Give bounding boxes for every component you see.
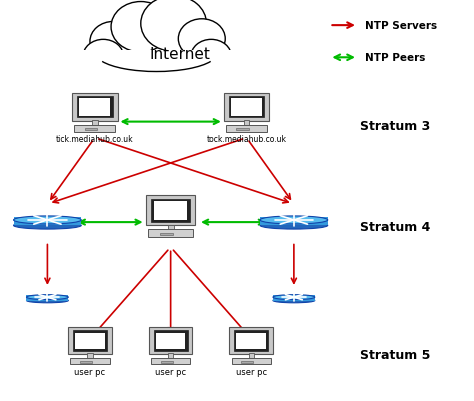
Circle shape: [191, 40, 231, 75]
FancyBboxPatch shape: [80, 361, 92, 363]
FancyBboxPatch shape: [229, 97, 264, 118]
FancyBboxPatch shape: [74, 126, 115, 132]
FancyBboxPatch shape: [27, 296, 68, 301]
Ellipse shape: [94, 31, 219, 77]
FancyBboxPatch shape: [237, 333, 266, 349]
FancyBboxPatch shape: [161, 361, 173, 363]
Ellipse shape: [273, 298, 315, 303]
FancyBboxPatch shape: [87, 354, 93, 358]
Circle shape: [111, 2, 171, 53]
FancyBboxPatch shape: [71, 358, 109, 365]
FancyBboxPatch shape: [241, 361, 254, 363]
FancyBboxPatch shape: [84, 128, 97, 131]
FancyBboxPatch shape: [72, 93, 118, 122]
Text: NTP Servers: NTP Servers: [365, 21, 437, 31]
FancyBboxPatch shape: [75, 333, 105, 349]
FancyBboxPatch shape: [236, 128, 249, 131]
Text: tock.mediahub.co.uk: tock.mediahub.co.uk: [207, 135, 286, 144]
Circle shape: [90, 22, 137, 62]
FancyBboxPatch shape: [156, 333, 185, 349]
FancyBboxPatch shape: [260, 217, 328, 226]
FancyBboxPatch shape: [14, 217, 81, 226]
FancyBboxPatch shape: [168, 354, 173, 358]
FancyBboxPatch shape: [224, 93, 269, 122]
Text: Stratum 3: Stratum 3: [360, 120, 430, 133]
Text: NTP Peers: NTP Peers: [365, 53, 425, 63]
FancyBboxPatch shape: [148, 230, 193, 237]
FancyBboxPatch shape: [234, 330, 268, 351]
FancyBboxPatch shape: [229, 327, 273, 354]
FancyBboxPatch shape: [248, 354, 254, 358]
Ellipse shape: [260, 217, 328, 225]
FancyBboxPatch shape: [149, 327, 192, 354]
FancyBboxPatch shape: [226, 126, 267, 132]
FancyBboxPatch shape: [168, 225, 173, 230]
Bar: [78, 51, 235, 84]
Ellipse shape: [260, 222, 328, 229]
Text: tick.mediahub.co.uk: tick.mediahub.co.uk: [56, 135, 134, 144]
FancyBboxPatch shape: [231, 99, 262, 117]
Text: Stratum 4: Stratum 4: [360, 220, 430, 233]
FancyBboxPatch shape: [151, 199, 190, 222]
Circle shape: [141, 0, 207, 52]
FancyBboxPatch shape: [232, 358, 271, 365]
FancyBboxPatch shape: [92, 121, 98, 126]
Circle shape: [83, 40, 124, 75]
Ellipse shape: [14, 222, 81, 229]
Text: user pc: user pc: [155, 367, 186, 376]
FancyBboxPatch shape: [77, 97, 112, 118]
Text: user pc: user pc: [74, 367, 106, 376]
Text: Internet: Internet: [150, 47, 210, 62]
FancyBboxPatch shape: [68, 327, 112, 354]
FancyBboxPatch shape: [146, 195, 195, 225]
Ellipse shape: [14, 217, 81, 225]
FancyBboxPatch shape: [151, 358, 190, 365]
Ellipse shape: [273, 295, 315, 300]
Text: Stratum 5: Stratum 5: [360, 348, 430, 361]
FancyBboxPatch shape: [154, 330, 188, 351]
FancyBboxPatch shape: [160, 233, 173, 236]
FancyBboxPatch shape: [154, 202, 187, 220]
FancyBboxPatch shape: [244, 121, 249, 126]
Ellipse shape: [27, 295, 68, 300]
Circle shape: [178, 20, 225, 59]
FancyBboxPatch shape: [273, 296, 315, 301]
FancyBboxPatch shape: [73, 330, 107, 351]
Text: user pc: user pc: [236, 367, 267, 376]
Ellipse shape: [27, 298, 68, 303]
FancyBboxPatch shape: [79, 99, 110, 117]
